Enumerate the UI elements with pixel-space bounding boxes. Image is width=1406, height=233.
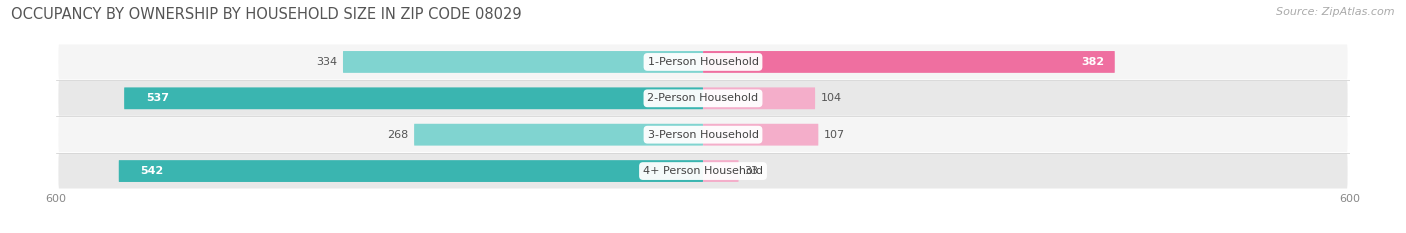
Text: 104: 104 [821,93,842,103]
FancyBboxPatch shape [59,45,1347,79]
Text: 542: 542 [141,166,163,176]
Text: Source: ZipAtlas.com: Source: ZipAtlas.com [1277,7,1395,17]
Text: 3-Person Household: 3-Person Household [648,130,758,140]
Text: 1-Person Household: 1-Person Household [648,57,758,67]
FancyBboxPatch shape [703,160,738,182]
Text: 4+ Person Household: 4+ Person Household [643,166,763,176]
Text: 268: 268 [388,130,409,140]
FancyBboxPatch shape [703,51,1115,73]
Text: 107: 107 [824,130,845,140]
FancyBboxPatch shape [124,87,703,109]
Text: 2-Person Household: 2-Person Household [647,93,759,103]
FancyBboxPatch shape [59,117,1347,152]
FancyBboxPatch shape [59,154,1347,188]
Text: 334: 334 [316,57,337,67]
FancyBboxPatch shape [59,81,1347,116]
Text: OCCUPANCY BY OWNERSHIP BY HOUSEHOLD SIZE IN ZIP CODE 08029: OCCUPANCY BY OWNERSHIP BY HOUSEHOLD SIZE… [11,7,522,22]
Text: 33: 33 [744,166,758,176]
FancyBboxPatch shape [703,124,818,146]
FancyBboxPatch shape [118,160,703,182]
FancyBboxPatch shape [703,87,815,109]
FancyBboxPatch shape [415,124,703,146]
Text: 537: 537 [146,93,169,103]
FancyBboxPatch shape [343,51,703,73]
Text: 382: 382 [1081,57,1104,67]
